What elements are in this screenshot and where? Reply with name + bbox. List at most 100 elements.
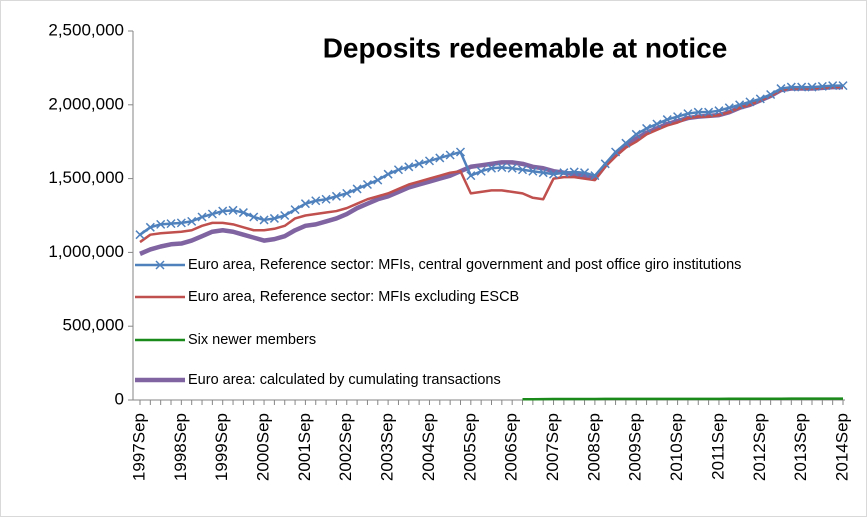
x-tick-label: 1998Sep (171, 413, 190, 481)
data-marker (735, 100, 745, 110)
data-marker (362, 179, 372, 190)
data-marker (673, 112, 683, 122)
series-line (139, 85, 843, 244)
data-marker (817, 81, 827, 91)
legend-label: Euro area: calculated by cumulating tran… (188, 372, 501, 388)
data-marker (828, 81, 838, 91)
data-marker (300, 199, 310, 209)
data-marker (207, 209, 217, 219)
data-marker (476, 166, 486, 176)
data-marker (218, 206, 228, 216)
data-marker (466, 171, 476, 181)
x-tick-label: 2012Sep (750, 413, 769, 481)
data-marker (435, 153, 445, 163)
x-tick-label: 2005Sep (460, 413, 479, 481)
y-tick-label: 500,000 (63, 316, 124, 335)
series-line (522, 397, 843, 401)
data-marker (259, 215, 269, 225)
data-marker (807, 82, 817, 92)
x-tick-label: 2009Sep (626, 413, 645, 481)
data-marker (166, 219, 176, 229)
data-marker (269, 213, 279, 223)
data-marker (538, 168, 548, 178)
data-marker (342, 188, 352, 198)
data-marker (683, 109, 693, 119)
data-marker (156, 219, 166, 229)
x-tick-label: 2006Sep (502, 413, 521, 481)
data-marker (331, 191, 341, 201)
data-marker (704, 107, 714, 117)
x-tick-label: 1997Sep (129, 413, 148, 481)
data-marker (766, 89, 776, 99)
data-marker (249, 212, 259, 222)
x-tick-label: 2001Sep (295, 413, 314, 481)
data-marker (724, 103, 734, 113)
y-tick-label: 2,500,000 (48, 20, 124, 39)
data-marker (797, 82, 807, 92)
legend-label: Six newer members (188, 332, 316, 348)
data-marker (714, 106, 724, 116)
data-marker (455, 147, 466, 157)
y-tick-label: 1,500,000 (48, 168, 124, 187)
data-marker (580, 168, 590, 178)
data-marker (569, 167, 579, 177)
x-tick-label: 2008Sep (584, 413, 603, 481)
data-marker (755, 94, 765, 104)
data-marker (786, 82, 796, 92)
data-marker (611, 147, 621, 157)
data-marker (187, 216, 197, 226)
y-tick-label: 0 (115, 389, 124, 408)
data-marker (528, 166, 538, 176)
data-marker (497, 162, 507, 173)
data-marker (197, 212, 207, 222)
data-marker (352, 184, 362, 194)
data-marker (311, 196, 321, 206)
x-tick-label: 2014Sep (832, 413, 851, 481)
x-tick-label: 1999Sep (212, 413, 231, 481)
x-tick-label: 2002Sep (336, 413, 355, 481)
data-marker (280, 210, 290, 221)
data-marker (621, 138, 631, 148)
data-marker (404, 162, 414, 172)
data-marker (745, 97, 755, 107)
chart-title: Deposits redeemable at notice (323, 32, 728, 63)
data-marker (135, 230, 145, 240)
legend-label: Euro area, Reference sector: MFIs exclud… (188, 289, 519, 305)
data-marker (176, 218, 186, 228)
data-marker (383, 169, 393, 179)
data-marker (693, 107, 703, 117)
data-marker (662, 115, 672, 125)
data-marker (393, 165, 403, 175)
y-tick-label: 2,000,000 (48, 94, 124, 113)
data-marker (228, 205, 238, 215)
legend-marker (155, 260, 165, 270)
data-marker (548, 169, 559, 179)
data-marker (486, 163, 497, 173)
x-tick-label: 2011Sep (708, 413, 727, 480)
data-marker (776, 84, 786, 94)
data-marker (321, 194, 331, 204)
data-marker (424, 156, 435, 166)
data-marker (838, 81, 848, 91)
x-tick-label: 2013Sep (791, 413, 810, 481)
data-marker (238, 208, 248, 218)
data-marker (445, 150, 455, 160)
y-tick-label: 1,000,000 (48, 242, 124, 261)
x-tick-label: 2003Sep (378, 413, 397, 481)
data-marker (559, 168, 569, 178)
x-tick-label: 2004Sep (419, 413, 438, 481)
data-marker (590, 171, 600, 181)
data-marker (631, 129, 641, 139)
legend-label: Euro area, Reference sector: MFIs, centr… (188, 257, 741, 273)
data-marker (414, 159, 424, 169)
x-tick-label: 2007Sep (543, 413, 562, 481)
data-marker (517, 165, 528, 175)
data-marker (652, 119, 662, 129)
data-marker (373, 175, 383, 185)
x-tick-label: 2010Sep (667, 413, 686, 481)
data-marker (290, 205, 300, 215)
data-marker (600, 159, 610, 169)
data-marker (642, 123, 652, 133)
